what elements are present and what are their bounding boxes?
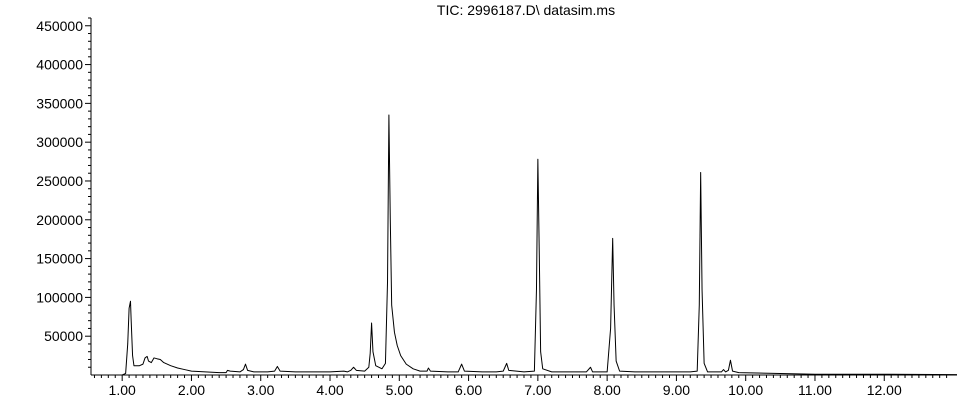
y-tick-label: 250000 <box>36 173 83 189</box>
y-tick-label: 50000 <box>44 328 83 344</box>
x-tick-label: 6.00 <box>455 382 482 398</box>
y-tick-label: 300000 <box>36 134 83 150</box>
axes: 50000 100000 150000 200000 250000 300000 35000… <box>36 17 957 398</box>
x-tick-label: 4.00 <box>316 382 343 398</box>
x-tick-label: 7.00 <box>524 382 551 398</box>
plot-area <box>91 114 958 376</box>
x-tick-label: 9.00 <box>663 382 690 398</box>
x-tick-label: 3.00 <box>247 382 274 398</box>
y-tick-label: 400000 <box>36 57 83 73</box>
x-tick-label: 11.00 <box>798 382 832 398</box>
y-tick-label: 200000 <box>36 212 83 228</box>
x-tick-label: 5.00 <box>386 382 413 398</box>
y-tick-label: 450000 <box>36 18 83 34</box>
y-tick-label: 150000 <box>36 251 83 267</box>
y-tick-label: 100000 <box>36 289 83 305</box>
chart-title: TIC: 2996187.D\ datasim.ms <box>437 2 615 18</box>
series-line <box>91 114 958 376</box>
y-tick-label: 350000 <box>36 95 83 111</box>
x-tick-label: 8.00 <box>594 382 621 398</box>
x-tick-label: 1.00 <box>109 382 136 398</box>
x-tick-label: 10.00 <box>728 382 763 398</box>
x-tick-label: 2.00 <box>178 382 205 398</box>
x-tick-label: 12.00 <box>867 382 902 398</box>
